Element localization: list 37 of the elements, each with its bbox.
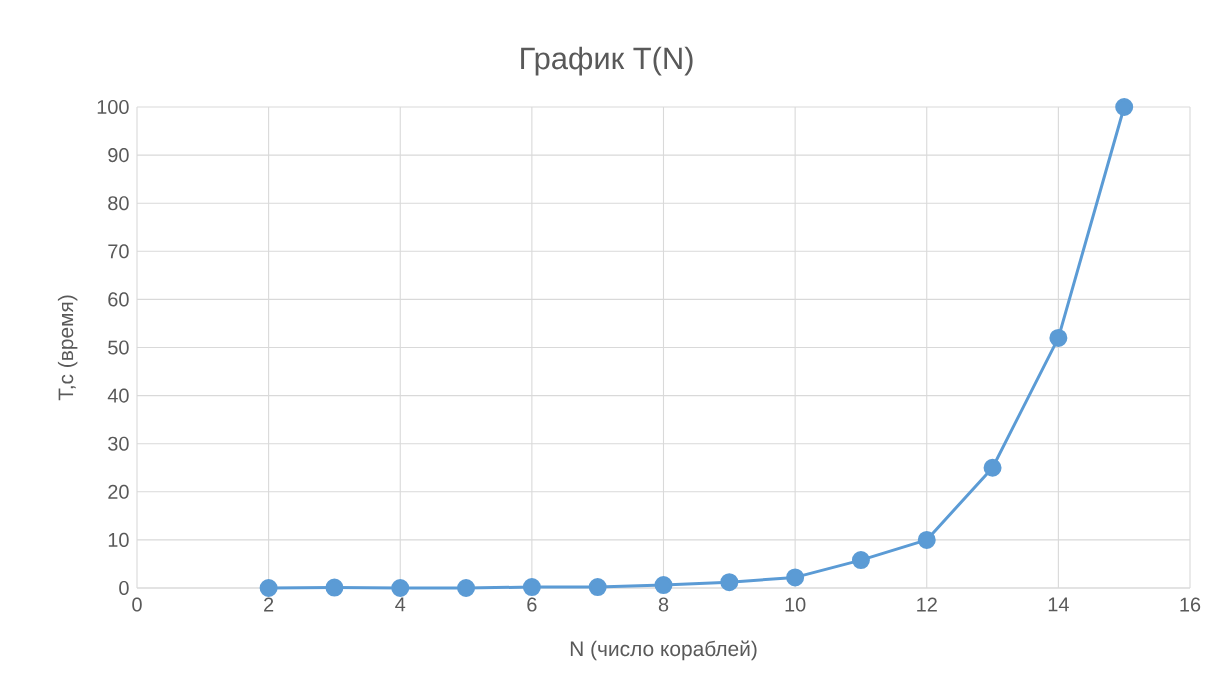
point (325, 578, 344, 597)
y-tick-label: 10 (108, 532, 129, 547)
x-tick-label: 6 (527, 597, 537, 612)
point (391, 579, 410, 597)
y-tick-label: 80 (108, 196, 129, 211)
point (720, 573, 739, 592)
x-tick-label: 0 (132, 597, 142, 612)
x-tick-label: 16 (1180, 597, 1201, 612)
x-tick-label: 8 (658, 597, 669, 612)
point (851, 551, 870, 570)
y-tick-label: 70 (108, 244, 129, 259)
point (654, 576, 673, 595)
y-axis-title: T,c (время) (57, 295, 78, 401)
y-tick-label: 30 (108, 436, 129, 451)
y-tick-label: 40 (107, 388, 129, 403)
chart-title: График T(N) (521, 46, 693, 76)
y-tick-label: 50 (108, 340, 129, 355)
point (259, 579, 278, 597)
x-tick-label: 2 (264, 597, 274, 612)
y-tick-label: 90 (108, 148, 129, 163)
point (457, 579, 476, 597)
y-tick-label: 100 (97, 99, 129, 115)
y-tick-label: 60 (108, 292, 129, 307)
point (1115, 97, 1134, 116)
point (786, 568, 805, 587)
x-tick-label: 14 (1048, 597, 1069, 612)
point (983, 458, 1002, 477)
point (588, 578, 607, 597)
x-tick-label: 10 (785, 597, 806, 612)
point (1049, 328, 1068, 347)
x-tick-label: 12 (917, 597, 937, 612)
y-tick-label: 20 (108, 484, 129, 499)
y-tick-label: 0 (119, 580, 129, 596)
x-axis-title: N (число кораблей) (570, 640, 757, 661)
point (917, 530, 936, 549)
x-tick-label: 4 (395, 597, 406, 612)
point (522, 578, 541, 597)
